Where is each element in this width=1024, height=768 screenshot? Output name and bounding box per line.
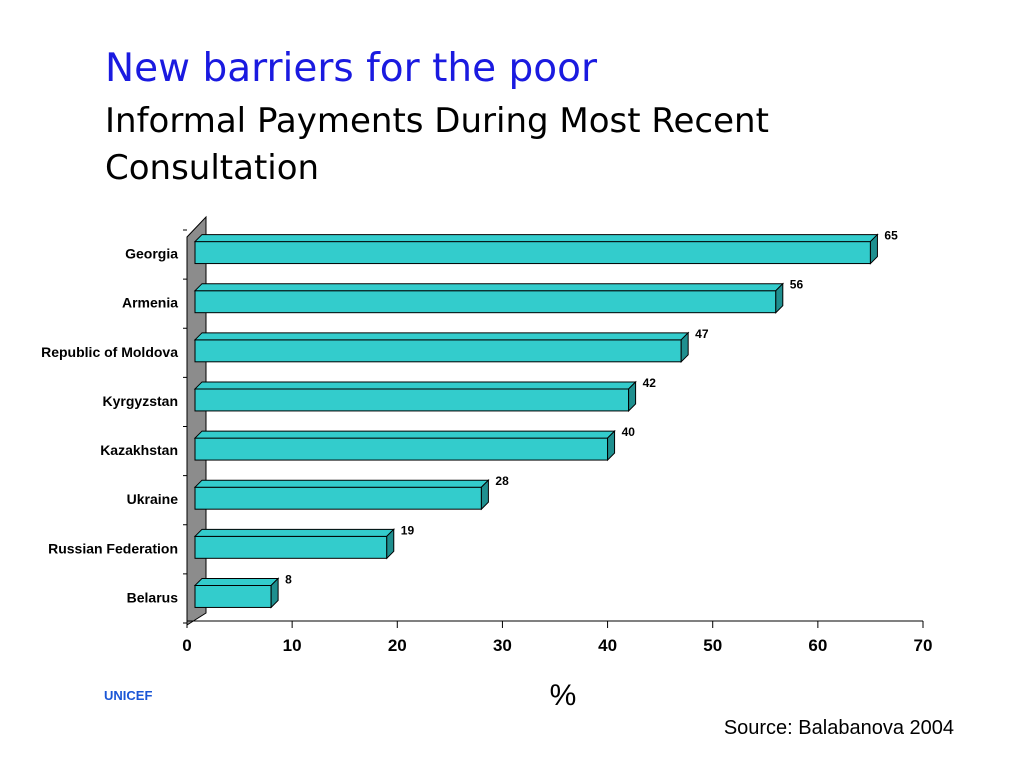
category-label: Russian Federation	[48, 540, 178, 556]
chart-back-wall	[186, 215, 207, 626]
bar-side	[775, 282, 784, 314]
category-label: Armenia	[122, 295, 178, 311]
bar-value-label: 56	[790, 278, 804, 292]
bar-group: 19	[193, 523, 415, 560]
bar-group: 40	[193, 425, 636, 462]
bar-group: 56	[193, 278, 804, 314]
bar-top	[193, 381, 637, 390]
bar	[194, 339, 682, 363]
x-tick-label: 40	[598, 636, 617, 655]
slide-title: New barriers for the poor	[105, 46, 598, 91]
category-label: Republic of Moldova	[41, 344, 178, 360]
x-tick-label: 0	[182, 636, 191, 655]
bar-side	[270, 577, 279, 609]
bars: 65 56 47 42 40 28 19 8	[193, 229, 898, 609]
bar-top	[193, 234, 879, 243]
bar	[194, 437, 609, 461]
bar	[194, 486, 482, 510]
x-axis: 0 10 20 30 40 50 60 70	[182, 229, 933, 655]
bar-side	[607, 429, 616, 462]
x-tick-label: 50	[703, 636, 722, 655]
bar-side	[480, 478, 489, 511]
bar-value-label: 19	[401, 523, 415, 537]
unicef-brand: UNICEF	[104, 688, 153, 703]
category-label: Belarus	[127, 589, 179, 605]
x-tick-label: 10	[283, 636, 302, 655]
category-label: Ukraine	[127, 491, 179, 507]
bar-top	[193, 283, 785, 292]
slide-subtitle: Informal Payments During Most Recent Con…	[105, 101, 769, 188]
bar-top	[193, 479, 490, 488]
bar-group: 42	[193, 376, 657, 413]
bar-value-label: 65	[884, 229, 898, 243]
bar-top	[193, 430, 616, 439]
bar-top	[193, 577, 280, 586]
bar	[194, 388, 630, 412]
category-label: Georgia	[125, 246, 178, 262]
source-note: Source: Balabanova 2004	[723, 717, 954, 739]
bar-top	[193, 332, 690, 341]
bar-group: 8	[193, 572, 292, 609]
bar	[194, 535, 388, 559]
bar	[194, 584, 272, 608]
x-tick-label: 20	[388, 636, 407, 655]
bar-side	[628, 380, 637, 413]
category-label: Kyrgyzstan	[103, 393, 178, 409]
bar-value-label: 40	[622, 425, 636, 439]
bar-side	[386, 528, 395, 560]
bar-value-label: 8	[285, 572, 292, 586]
bar	[194, 241, 871, 265]
x-tick-label: 30	[493, 636, 512, 655]
bar-value-label: 47	[695, 327, 709, 341]
bar-value-label: 42	[643, 376, 657, 390]
bar-group: 28	[193, 474, 509, 511]
x-axis-label: %	[550, 679, 577, 712]
bar-group: 65	[193, 229, 898, 265]
bar	[194, 290, 777, 314]
chart-wall	[186, 215, 207, 626]
bar-top	[193, 528, 395, 537]
bar-value-label: 28	[495, 474, 509, 488]
x-tick-label: 60	[808, 636, 827, 655]
bar-group: 47	[193, 327, 709, 364]
bar-side	[869, 233, 878, 265]
bar-side	[680, 331, 689, 364]
x-tick-label: 70	[914, 636, 933, 655]
category-label: Kazakhstan	[100, 442, 178, 458]
category-labels: Georgia Armenia Republic of Moldova Kyrgyzs…	[41, 246, 178, 606]
